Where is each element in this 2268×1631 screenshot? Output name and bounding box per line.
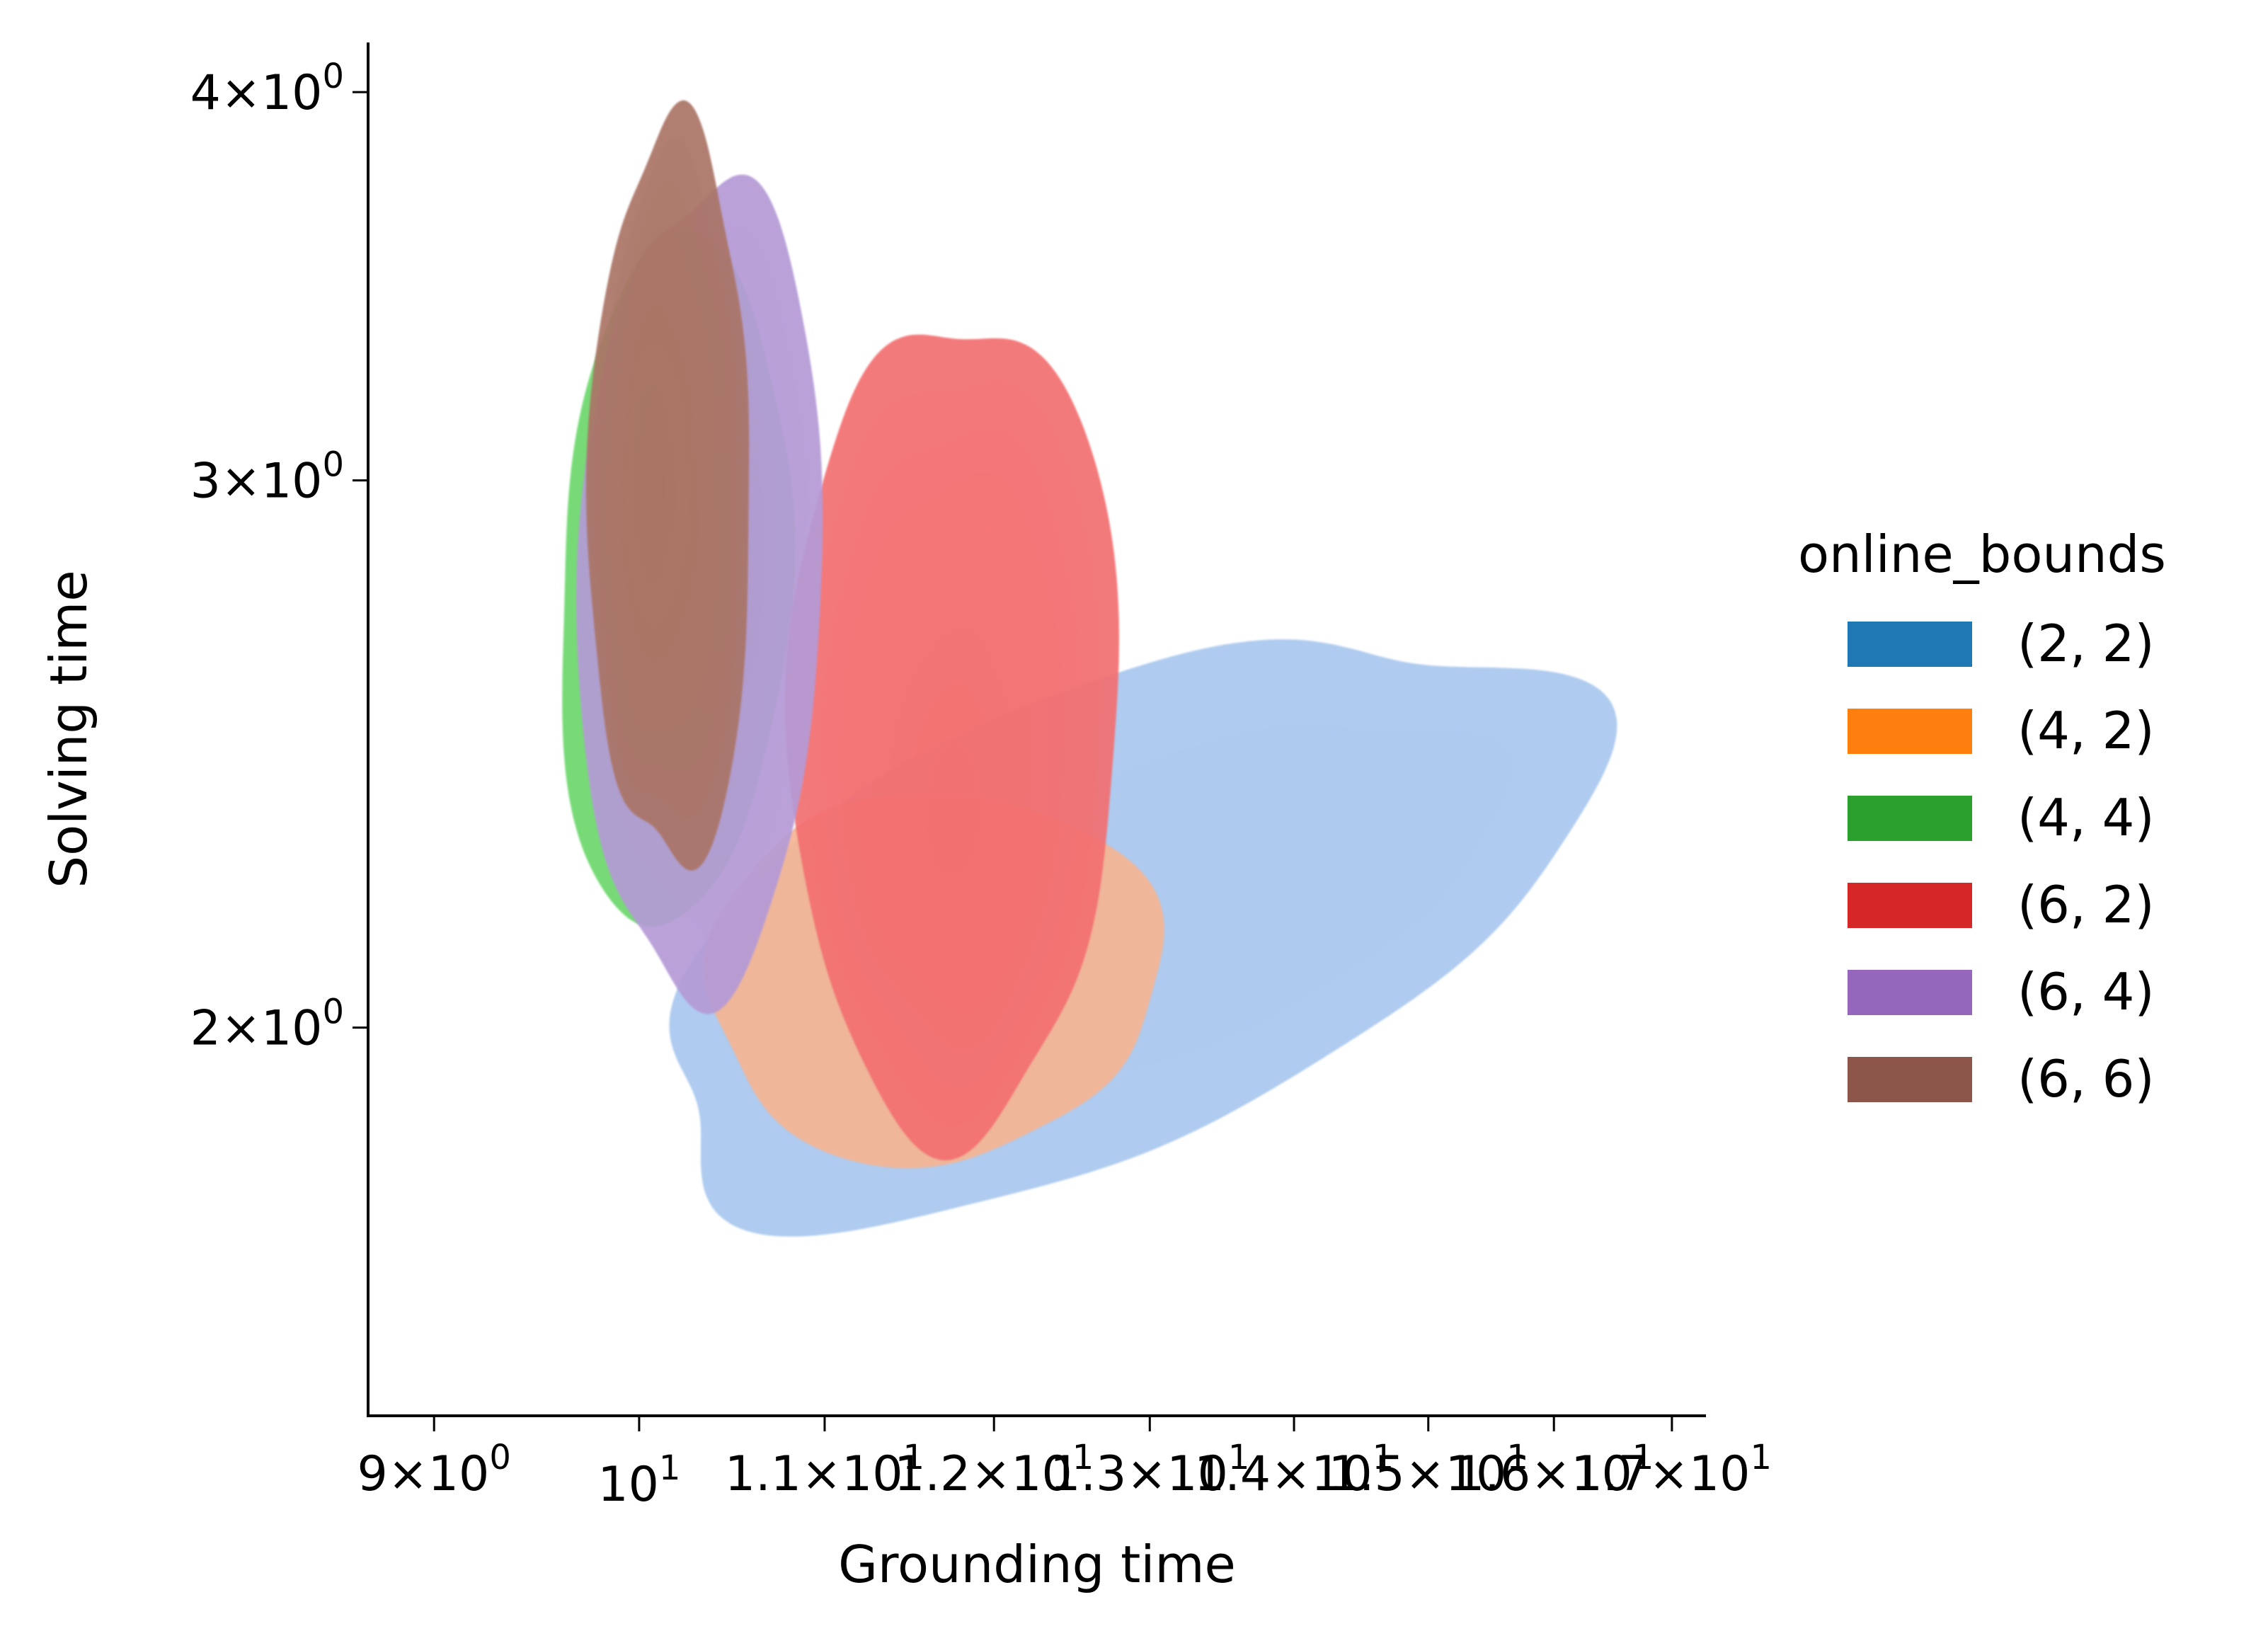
legend-entry: (6, 6): [1848, 1049, 2155, 1109]
x-ticks: 9×100 101 1.1×1011.2×1011.3×1011.4×1011.5×…: [357, 1416, 1772, 1513]
x-tick-label-5-mantissa: 1.4×10: [1194, 1446, 1373, 1502]
x-tick-label-8-mantissa: 1.7×10: [1572, 1446, 1751, 1502]
x-tick-label-0-exponent: 0: [489, 1438, 511, 1477]
x-tick-label-5-exponent: 1: [1373, 1438, 1394, 1477]
legend-label: (4, 4): [2017, 788, 2155, 847]
x-tick-label-2-exponent: 1: [903, 1438, 925, 1477]
density-contours: [562, 100, 1617, 1237]
y-tick-label-2-exponent: 0: [322, 57, 344, 96]
x-tick-label-6: 1.5×101: [1329, 1438, 1528, 1502]
x-tick-label-4-mantissa: 1.3×10: [1050, 1446, 1228, 1502]
density-contour-level: [924, 739, 980, 876]
x-tick-label-0-mantissa: 9×10: [357, 1446, 490, 1502]
legend-entry: (2, 2): [1848, 614, 2155, 673]
legend-label: (6, 2): [2017, 875, 2155, 934]
legend-swatch: [1848, 709, 1972, 754]
y-tick-label-2-mantissa: 4×10: [190, 65, 323, 121]
legend-entry: (6, 4): [1848, 962, 2155, 1021]
x-tick-label-3: 1.2×101: [894, 1438, 1094, 1502]
legend-swatch: [1848, 796, 1972, 841]
x-tick-label-1-base: 10: [597, 1457, 659, 1513]
legend-title: online_bounds: [1798, 525, 2166, 584]
x-tick-label-1: 101: [597, 1448, 680, 1513]
y-tick-label-0: 2×100: [190, 992, 344, 1057]
legend-swatch: [1848, 970, 1972, 1015]
y-tick-label-1-mantissa: 3×10: [190, 454, 323, 510]
x-tick-label-7-mantissa: 1.6×10: [1454, 1446, 1632, 1502]
legend-label: (4, 2): [2017, 701, 2155, 760]
x-tick-label-4-exponent: 1: [1228, 1438, 1250, 1477]
x-tick-label-6-mantissa: 1.5×10: [1329, 1446, 1507, 1502]
x-tick-label-8: 1.7×101: [1572, 1438, 1772, 1502]
x-tick-label-6-exponent: 1: [1506, 1438, 1528, 1477]
legend-entry: (4, 2): [1848, 701, 2155, 760]
x-tick-label-0: 9×100: [357, 1438, 511, 1502]
x-tick-label-7-exponent: 1: [1632, 1438, 1654, 1477]
x-tick-label-3-mantissa: 1.2×10: [894, 1446, 1072, 1502]
y-tick-label-1-exponent: 0: [322, 445, 344, 485]
legend-label: (2, 2): [2017, 614, 2155, 673]
density-contour-level: [638, 420, 666, 544]
legend-entry: (6, 2): [1848, 875, 2155, 934]
y-tick-label-1: 3×100: [190, 445, 344, 510]
x-tick-label-5: 1.4×101: [1194, 1438, 1394, 1502]
x-tick-label-2: 1.1×101: [725, 1438, 924, 1502]
x-tick-label-1-exponent: 1: [659, 1448, 681, 1488]
x-tick-label-4: 1.3×101: [1050, 1438, 1249, 1502]
legend-swatch: [1848, 1057, 1972, 1102]
y-axis-label: Solving time: [39, 570, 98, 888]
x-tick-label-7: 1.6×101: [1454, 1438, 1654, 1502]
x-axis-label: Grounding time: [838, 1535, 1236, 1594]
y-tick-label-2: 4×100: [190, 57, 344, 121]
y-tick-label-0-exponent: 0: [322, 992, 344, 1032]
x-tick-label-8-exponent: 1: [1750, 1438, 1772, 1477]
x-tick-label-3-exponent: 1: [1072, 1438, 1094, 1477]
legend-label: (6, 6): [2017, 1049, 2155, 1109]
legend-entry: (4, 4): [1848, 788, 2155, 847]
y-tick-label-0-mantissa: 2×10: [190, 1001, 323, 1057]
legend-swatch: [1848, 622, 1972, 667]
legend-swatch: [1848, 883, 1972, 928]
axes: [367, 42, 1706, 1417]
legend: online_bounds (2, 2) (4, 2) (4, 4) (6, 2) (6…: [1798, 525, 2166, 1109]
x-tick-label-2-mantissa: 1.1×10: [725, 1446, 903, 1502]
density-series: [784, 334, 1119, 1161]
density-series: [585, 100, 750, 871]
legend-label: (6, 4): [2017, 962, 2155, 1021]
